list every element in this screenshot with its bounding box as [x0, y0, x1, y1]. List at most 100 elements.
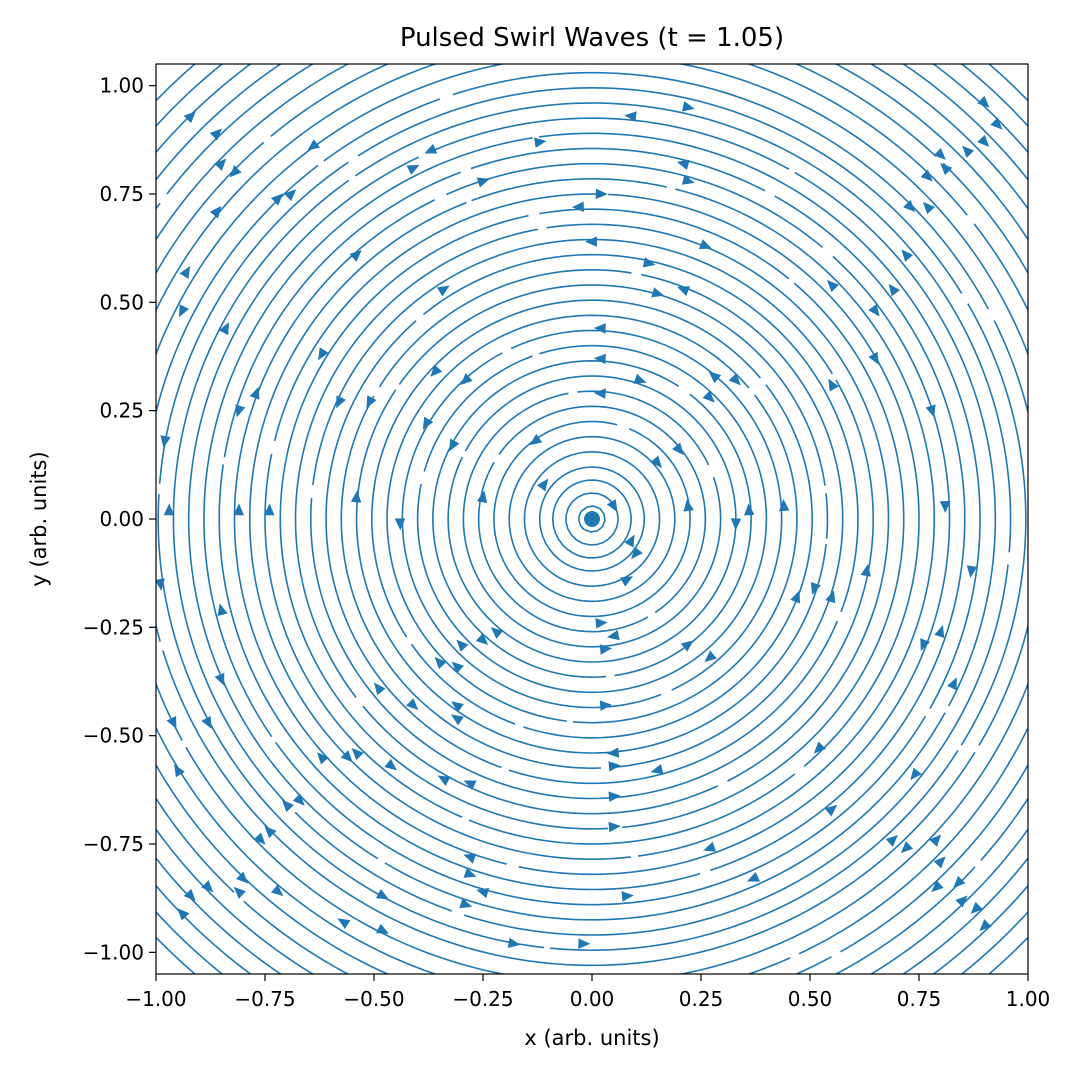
streamline [613, 273, 844, 769]
arrow-marker [571, 201, 585, 213]
streamline [187, 156, 419, 860]
arrow-marker [317, 752, 329, 765]
arrow-marker [249, 386, 260, 400]
streamline [156, 164, 319, 642]
streamline [468, 773, 796, 845]
arrow-marker [728, 373, 741, 386]
arrow-marker [384, 758, 397, 771]
streamline [960, 910, 1028, 974]
streamline [185, 681, 1028, 974]
arrow-marker [868, 303, 880, 317]
arrow-marker [990, 117, 1003, 130]
arrow-marker [868, 351, 879, 365]
arrow-marker [940, 163, 953, 176]
y-axis-ticks: 1.00 0.75 0.50 0.25 0.00 −0.25 −0.50 −0.75 −1.00 [83, 74, 156, 964]
streamline [156, 856, 282, 974]
arrow-marker [810, 582, 821, 596]
streamline [581, 505, 606, 533]
y-tick-label: −1.00 [83, 940, 144, 964]
arrow-marker [595, 618, 608, 629]
arrow-marker [703, 841, 717, 852]
arrow-marker [406, 164, 420, 175]
streamline [362, 705, 719, 815]
streamline [572, 394, 798, 724]
arrow-marker [698, 239, 712, 249]
streamline [578, 510, 586, 531]
streamline [371, 299, 761, 638]
streamline [410, 643, 516, 725]
arrow-marker [585, 236, 597, 247]
arrow-marker [476, 887, 490, 899]
arrow-marker [375, 923, 389, 934]
x-axis-label: x (arb. units) [524, 1026, 659, 1050]
arrow-marker [828, 378, 839, 392]
x-tick-label: 0.75 [897, 987, 942, 1011]
arrow-marker [977, 95, 990, 108]
arrow-marker [931, 880, 944, 893]
streamline [156, 725, 791, 974]
arrow-marker [606, 747, 620, 758]
streamline [357, 87, 963, 294]
x-tick-label: 1.00 [1006, 987, 1051, 1011]
streamline [677, 64, 1028, 357]
arrow-marker [826, 280, 839, 293]
streamline [401, 352, 662, 709]
arrow-marker [336, 395, 346, 409]
arrow-marker [702, 390, 715, 403]
streamline [445, 162, 823, 248]
arrow-marker [651, 287, 665, 298]
arrow-marker [160, 435, 171, 448]
streamline [294, 811, 453, 912]
center-marker [584, 511, 600, 527]
arrow-marker [183, 111, 196, 124]
arrow-marker [475, 633, 489, 645]
streamline [172, 179, 350, 807]
arrow-marker [599, 700, 613, 711]
streamline [614, 393, 752, 677]
arrow-marker [624, 111, 637, 122]
arrow-marker [507, 937, 521, 948]
streamline [508, 435, 676, 603]
arrow-marker [179, 266, 191, 279]
arrow-marker [708, 371, 722, 384]
arrow-marker [490, 627, 504, 639]
arrow-marker [463, 780, 477, 791]
arrow-marker [593, 353, 606, 365]
streamline [637, 188, 936, 857]
arrow-marker [977, 134, 990, 148]
arrow-marker [270, 884, 284, 897]
streamline [156, 64, 438, 313]
arrow-marker [608, 791, 621, 802]
arrow-marker [436, 285, 450, 297]
y-tick-label: −0.75 [83, 832, 144, 856]
arrow-marker [743, 503, 755, 516]
streamline [156, 64, 282, 182]
arrow-marker [925, 404, 936, 418]
streamline [621, 441, 636, 450]
arrow-marker [292, 793, 305, 806]
arrow-marker [459, 898, 473, 909]
arrow-marker [929, 834, 942, 847]
arrow-marker [264, 825, 277, 839]
arrow-marker [593, 388, 606, 399]
arrow-marker [217, 603, 228, 617]
arrow-marker [676, 159, 690, 170]
streamline [325, 320, 502, 769]
arrow-marker [529, 433, 543, 446]
streamline [157, 494, 545, 949]
arrow-marker [681, 174, 695, 185]
arrow-marker [677, 286, 691, 297]
arrow-marker [934, 625, 945, 638]
arrow-marker [350, 490, 362, 503]
streamline [423, 355, 533, 472]
y-tick-label: −0.50 [83, 724, 144, 748]
x-tick-label: 0.00 [570, 987, 615, 1011]
arrow-marker [476, 177, 490, 188]
arrow-marker [394, 518, 406, 531]
arrow-marker [422, 416, 434, 430]
y-tick-label: 0.00 [99, 507, 144, 531]
arrow-marker [672, 442, 684, 456]
arrow-marker [900, 841, 914, 854]
arrow-marker [578, 938, 591, 949]
streamline [942, 162, 1028, 275]
